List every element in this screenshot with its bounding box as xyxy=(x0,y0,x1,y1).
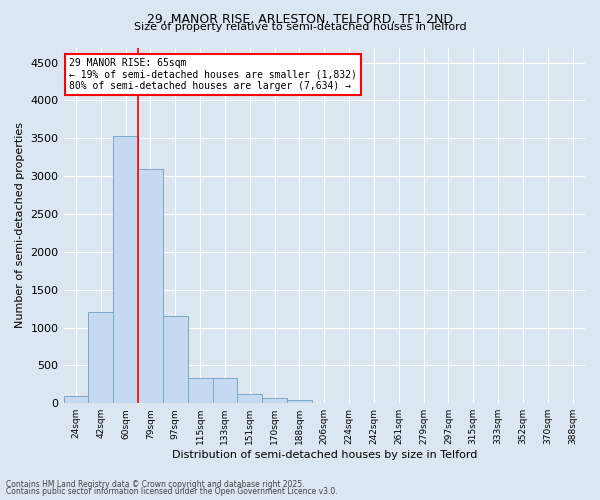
Text: 29, MANOR RISE, ARLESTON, TELFORD, TF1 2ND: 29, MANOR RISE, ARLESTON, TELFORD, TF1 2… xyxy=(147,12,453,26)
Text: Contains HM Land Registry data © Crown copyright and database right 2025.: Contains HM Land Registry data © Crown c… xyxy=(6,480,305,489)
Bar xyxy=(287,400,312,403)
Bar xyxy=(238,394,262,403)
Bar xyxy=(64,396,88,403)
Bar xyxy=(163,316,188,403)
Text: Contains public sector information licensed under the Open Government Licence v3: Contains public sector information licen… xyxy=(6,487,338,496)
Bar xyxy=(188,378,212,403)
Text: 29 MANOR RISE: 65sqm
← 19% of semi-detached houses are smaller (1,832)
80% of se: 29 MANOR RISE: 65sqm ← 19% of semi-detac… xyxy=(69,58,356,92)
Bar xyxy=(262,398,287,403)
Bar xyxy=(138,168,163,403)
Bar xyxy=(88,312,113,403)
Bar xyxy=(212,378,238,403)
Y-axis label: Number of semi-detached properties: Number of semi-detached properties xyxy=(15,122,25,328)
X-axis label: Distribution of semi-detached houses by size in Telford: Distribution of semi-detached houses by … xyxy=(172,450,477,460)
Text: Size of property relative to semi-detached houses in Telford: Size of property relative to semi-detach… xyxy=(134,22,466,32)
Bar xyxy=(113,136,138,403)
